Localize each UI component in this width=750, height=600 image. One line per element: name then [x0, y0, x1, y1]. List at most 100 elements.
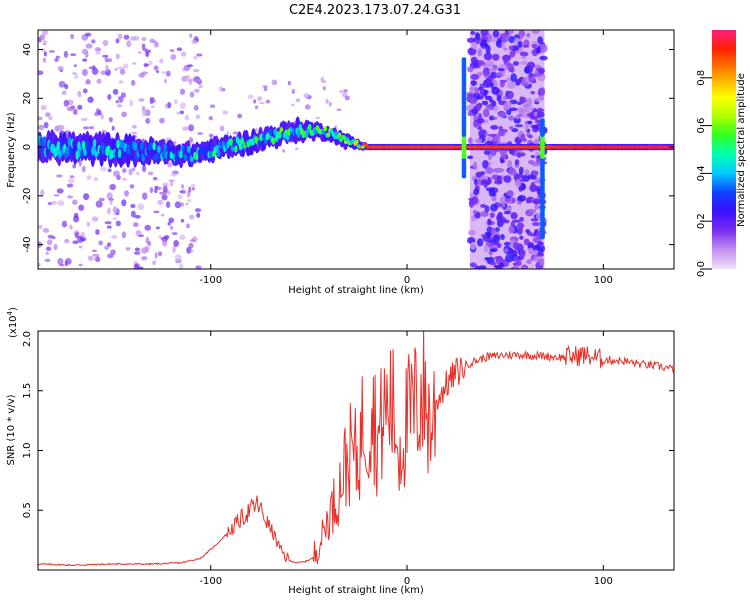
spectrogram-track-core: [66, 146, 70, 157]
spectrogram-speckle: [129, 99, 133, 107]
spectrogram-speckle: [55, 55, 61, 59]
spectrogram-noise-blob: [508, 35, 515, 44]
spectrogram-speckle: [192, 69, 200, 73]
spectrogram-speckle: [96, 78, 102, 84]
spectrogram-speckle: [104, 221, 112, 225]
spectrogram-speckle: [57, 200, 65, 207]
spectrogram-noise-blob: [519, 249, 526, 258]
spectrogram-noise-blob: [538, 257, 545, 267]
spectrogram-track-core: [234, 145, 238, 153]
spectrogram-speckle: [148, 60, 153, 66]
spectrogram-speckle: [208, 133, 214, 138]
spectrogram-track-core: [119, 139, 124, 149]
spectrogram-speckle: [149, 96, 155, 102]
spectrogram-noise-blob: [483, 52, 493, 61]
spectrogram-noise-blob: [489, 212, 495, 219]
spectrogram-noise-blob: [467, 111, 473, 117]
spectrogram-speckle: [182, 126, 189, 131]
spectrogram-y-ticks: -40 -20 0 20 40: [22, 43, 674, 253]
spectrogram-speckle: [291, 103, 295, 107]
spectrogram-noise-blob: [485, 104, 492, 109]
spectrogram-speckle: [81, 48, 88, 55]
spectrogram-speckle: [93, 177, 98, 182]
spectrogram-speckle: [304, 104, 311, 110]
spectrogram-speckle: [115, 100, 119, 104]
spectrogram-noise-blob: [530, 124, 539, 129]
spectrogram-speckle: [80, 231, 86, 237]
spectrogram-noise-blob: [477, 126, 483, 130]
spectrogram-frame: [37, 29, 675, 270]
spectrogram-track-core: [171, 145, 175, 154]
spectrogram-speckle: [95, 256, 101, 263]
spectrogram-track-core: [58, 149, 62, 159]
spectrogram-speckle: [189, 238, 196, 243]
spectrogram-speckle: [189, 91, 195, 98]
spectrogram-speckle: [47, 234, 54, 239]
spectrogram-speckle: [344, 95, 351, 101]
spectrogram-noise-blob: [512, 241, 519, 250]
spectrogram-track-core: [110, 149, 114, 160]
spectrogram-noise-blob: [471, 196, 479, 205]
spectrogram-speckle: [167, 161, 173, 168]
spectrogram-noise-blob: [469, 97, 478, 105]
colorbar-tick-label: 0.2: [696, 213, 707, 229]
spectrogram-speckle: [129, 184, 135, 189]
spectrogram-track-core: [307, 123, 312, 131]
spectrogram-noise-blob: [507, 160, 513, 169]
spectrogram-speckle: [38, 224, 43, 230]
spectrogram-speckle: [116, 104, 123, 108]
spectrogram-track-core: [117, 148, 122, 159]
spectrogram-speckle: [106, 207, 111, 215]
spectrogram-track-core: [163, 143, 167, 152]
spectrogram-speckle: [40, 104, 47, 111]
spectrogram-noise-blob: [489, 82, 494, 88]
spectrogram-speckle: [78, 263, 83, 267]
spectrogram-noise-blob: [492, 53, 500, 61]
spectrogram-noise-blob: [537, 241, 544, 246]
spectrogram-noise-blob: [520, 60, 529, 65]
spectrogram-noise-blob: [479, 41, 488, 47]
spectrogram-speckle: [343, 89, 348, 93]
spectrogram-y-tick-label: -40: [22, 236, 33, 252]
spectrogram-noise-blob: [525, 105, 534, 112]
spectrogram-track-core: [194, 153, 199, 161]
spectrogram-track-core: [40, 145, 45, 155]
spectrogram-speckle: [257, 96, 263, 101]
spectrogram-speckle: [58, 80, 66, 88]
spectrogram-noise-blob: [507, 115, 514, 121]
snr-y-tick-label: 1.0: [22, 443, 33, 459]
spectrogram-speckle: [135, 230, 142, 237]
spectrogram-speckle: [117, 33, 123, 40]
spectrogram-noise-blob: [499, 80, 505, 88]
spectrogram-noise-blob: [472, 210, 478, 215]
spectrogram-noise-blob: [526, 32, 531, 38]
spectrogram-speckle: [81, 165, 86, 173]
spectrogram-speckle: [152, 260, 157, 266]
spectrogram-speckle: [101, 129, 107, 133]
spectrogram-speckle: [86, 221, 90, 227]
spectrogram-speckle: [66, 106, 74, 112]
spectrogram-track-core: [268, 128, 273, 136]
spectrogram-speckle: [130, 203, 136, 209]
snr-y-tick-label: 2.0: [22, 331, 33, 347]
spectrogram-speckle: [64, 257, 72, 265]
spectrogram-speckle: [80, 237, 87, 242]
spectrogram-speckle: [141, 110, 148, 117]
spectrogram-speckle: [43, 51, 47, 57]
spectrogram-speckle: [73, 64, 77, 67]
spectrogram-speckle: [191, 39, 198, 45]
spectrogram-speckle: [282, 149, 286, 153]
spectrogram-speckle: [208, 115, 213, 121]
spectrogram-noise-blob: [480, 211, 487, 217]
spectrogram-x-tick-label: -100: [199, 275, 222, 286]
spectrogram-noise-blob: [486, 232, 491, 239]
spectrogram-noise-blob: [485, 77, 492, 86]
spectrogram-noise-blob: [478, 129, 488, 138]
spectrogram-noise-blob: [496, 213, 503, 222]
spectrogram-speckle: [132, 62, 137, 65]
spectrogram-speckle: [188, 124, 194, 132]
spectrogram-spike: [461, 57, 467, 62]
spectrogram-speckle: [159, 58, 164, 64]
spectrogram-noise-blob: [510, 213, 518, 219]
spectrogram-speckle: [134, 247, 141, 252]
